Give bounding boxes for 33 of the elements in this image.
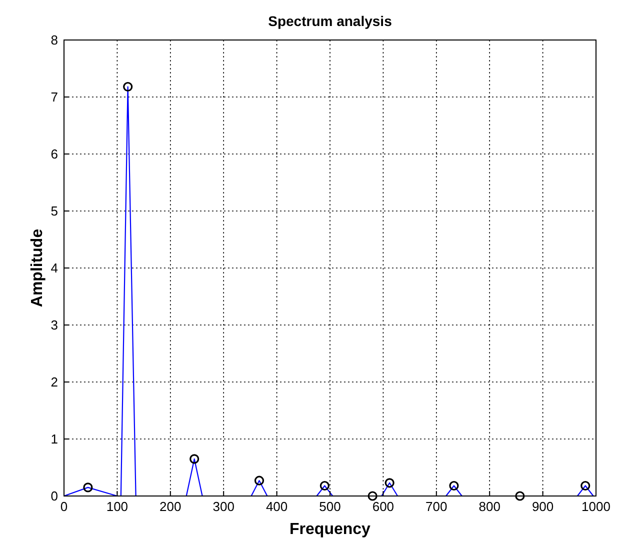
y-tick-label: 8 [50, 32, 58, 48]
y-tick-label: 1 [50, 432, 58, 446]
y-tick-label: 0 [50, 488, 58, 504]
y-tick-label: 4 [50, 260, 58, 276]
point [83, 482, 93, 492]
x-tick-label: 400 [266, 499, 288, 514]
x-axis-title: Frequency [290, 521, 371, 538]
point [515, 491, 525, 501]
x-tick-label: 800 [478, 499, 500, 514]
y-tick-label: 3 [50, 318, 58, 332]
y-tick-label: 6 [50, 146, 58, 162]
x-tick-label: 1000 [582, 499, 610, 514]
y-tick-label: 5 [50, 204, 58, 218]
point [320, 480, 330, 491]
x-tick-label: 900 [532, 499, 554, 514]
point [254, 476, 264, 486]
point [449, 480, 459, 491]
x-tick-label: 700 [426, 499, 448, 514]
x-tick-label: 0 [60, 499, 68, 514]
point [368, 491, 378, 501]
x-tick-label: 300 [212, 499, 234, 514]
x-tick-label: 500 [319, 499, 341, 514]
point [384, 478, 394, 488]
x-tick-label: 200 [160, 499, 182, 514]
y-tick-label: 2 [50, 374, 58, 390]
y-tick-label: 7 [50, 90, 58, 104]
point [580, 480, 590, 491]
chart-title: Spectrum analysis [268, 13, 392, 29]
point [190, 454, 200, 464]
y-axis-title: Amplitude [29, 228, 46, 308]
point [123, 82, 133, 92]
x-tick-label: 600 [372, 499, 394, 514]
x-tick-label: 100 [106, 499, 128, 514]
